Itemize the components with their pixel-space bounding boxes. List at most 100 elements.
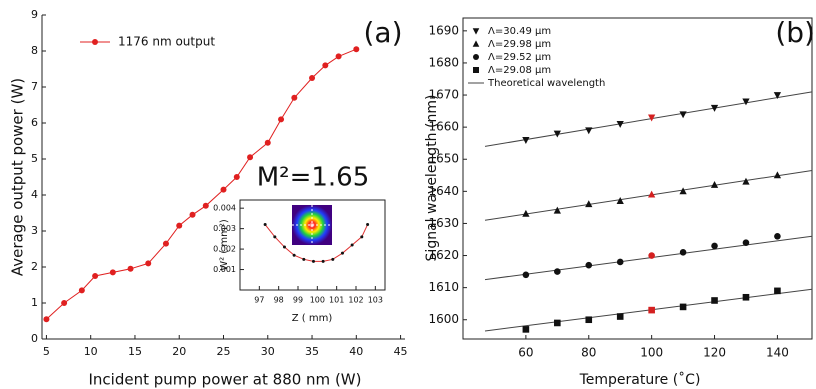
y-tick-label: 8	[31, 44, 38, 57]
data-point	[278, 116, 284, 122]
data-point	[221, 187, 227, 193]
marker	[554, 320, 561, 327]
data-point	[92, 273, 98, 279]
data-point	[273, 235, 276, 238]
y-tick-label: 0.004	[213, 204, 236, 213]
y-axis-label: Average output power (W)	[9, 78, 27, 276]
marker	[774, 171, 781, 178]
data-point	[309, 75, 315, 81]
annotation: (b)	[775, 16, 815, 49]
x-tick-label: 140	[766, 346, 789, 360]
data-point	[234, 174, 240, 180]
data-point	[110, 269, 116, 275]
data-point	[331, 258, 334, 261]
x-tick-label: 101	[329, 296, 344, 305]
data-point	[366, 223, 369, 226]
y-tick-label: 1680	[428, 55, 459, 69]
y-tick-label: 4	[31, 188, 38, 201]
x-tick-label: 45	[394, 345, 408, 358]
x-tick-label: 60	[518, 346, 533, 360]
marker	[680, 304, 687, 311]
legend-label: Λ=29.08 μm	[488, 65, 551, 76]
data-point	[79, 287, 85, 293]
marker	[523, 326, 530, 333]
marker	[679, 111, 686, 118]
y-tick-label: 6	[31, 116, 38, 129]
y-tick-label: 1690	[428, 23, 459, 37]
x-tick-label: 120	[703, 346, 726, 360]
x-tick-label: 100	[640, 346, 663, 360]
data-point	[176, 223, 182, 229]
y-axis-label: Signal wavelength (nm)	[424, 95, 440, 262]
data-point	[203, 203, 209, 209]
data-point	[312, 260, 315, 263]
x-axis-label: Incident pump power at 880 nm (W)	[89, 371, 362, 389]
legend-marker	[473, 40, 480, 46]
x-tick-label: 20	[172, 345, 186, 358]
data-point	[353, 46, 359, 52]
data-point	[291, 95, 297, 101]
x-tick-label: 97	[254, 296, 264, 305]
legend-label: Theoretical wavelength	[487, 78, 605, 89]
data-point	[145, 260, 151, 266]
y-axis-label: W² ( mm²)	[219, 219, 230, 271]
x-tick-label: 80	[581, 346, 596, 360]
marker	[774, 233, 781, 240]
x-axis-label: Z ( mm)	[292, 313, 333, 324]
x-tick-label: 40	[349, 345, 363, 358]
y-tick-label: 7	[31, 80, 38, 93]
y-tick-label: 1	[31, 296, 38, 309]
x-tick-label: 10	[84, 345, 98, 358]
annotation: M²=1.65	[257, 163, 370, 193]
data-point	[360, 235, 363, 238]
data-point	[351, 244, 354, 247]
y-tick-label: 2	[31, 260, 38, 273]
y-tick-label: 1600	[428, 312, 459, 326]
marker	[617, 259, 624, 266]
marker	[585, 127, 592, 134]
y-tick-label: 3	[31, 224, 38, 237]
marker	[523, 272, 530, 279]
data-point	[43, 316, 49, 322]
y-tick-label: 9	[31, 8, 38, 21]
legend-marker	[473, 28, 480, 34]
data-point	[322, 62, 328, 68]
marker	[648, 307, 655, 314]
legend-marker	[473, 67, 479, 73]
legend-marker	[473, 54, 479, 60]
x-tick-label: 30	[261, 345, 275, 358]
x-tick-label: 35	[305, 345, 319, 358]
marker	[743, 294, 750, 301]
data-point	[293, 254, 296, 257]
data-point	[283, 246, 286, 249]
marker	[585, 262, 592, 269]
annotation: (a)	[363, 16, 402, 49]
data-point	[190, 212, 196, 218]
marker	[617, 313, 624, 320]
x-tick-label: 102	[348, 296, 363, 305]
y-tick-label: 5	[31, 152, 38, 165]
marker	[554, 268, 561, 275]
x-tick-label: 25	[217, 345, 231, 358]
x-tick-label: 100	[310, 296, 325, 305]
data-point	[265, 140, 271, 146]
theory-line	[485, 92, 812, 147]
marker	[711, 243, 718, 250]
legend-label: Λ=29.98 μm	[488, 39, 551, 50]
marker	[774, 288, 781, 295]
x-axis-label: Temperature (˚C)	[579, 371, 701, 388]
y-tick-label: 0	[31, 332, 38, 345]
legend-label: Λ=29.52 μm	[488, 52, 551, 63]
y-tick-label: 1610	[428, 280, 459, 294]
data-point	[247, 154, 253, 160]
theory-line	[485, 170, 812, 220]
marker	[585, 316, 592, 323]
legend-label: Λ=30.49 μm	[488, 26, 551, 37]
x-tick-label: 15	[128, 345, 142, 358]
x-tick-label: 99	[293, 296, 303, 305]
marker	[711, 297, 718, 304]
figure: 510152025303540450123456789Incident pump…	[0, 0, 816, 389]
data-point	[336, 53, 342, 59]
data-point	[264, 223, 267, 226]
data-point	[61, 300, 67, 306]
